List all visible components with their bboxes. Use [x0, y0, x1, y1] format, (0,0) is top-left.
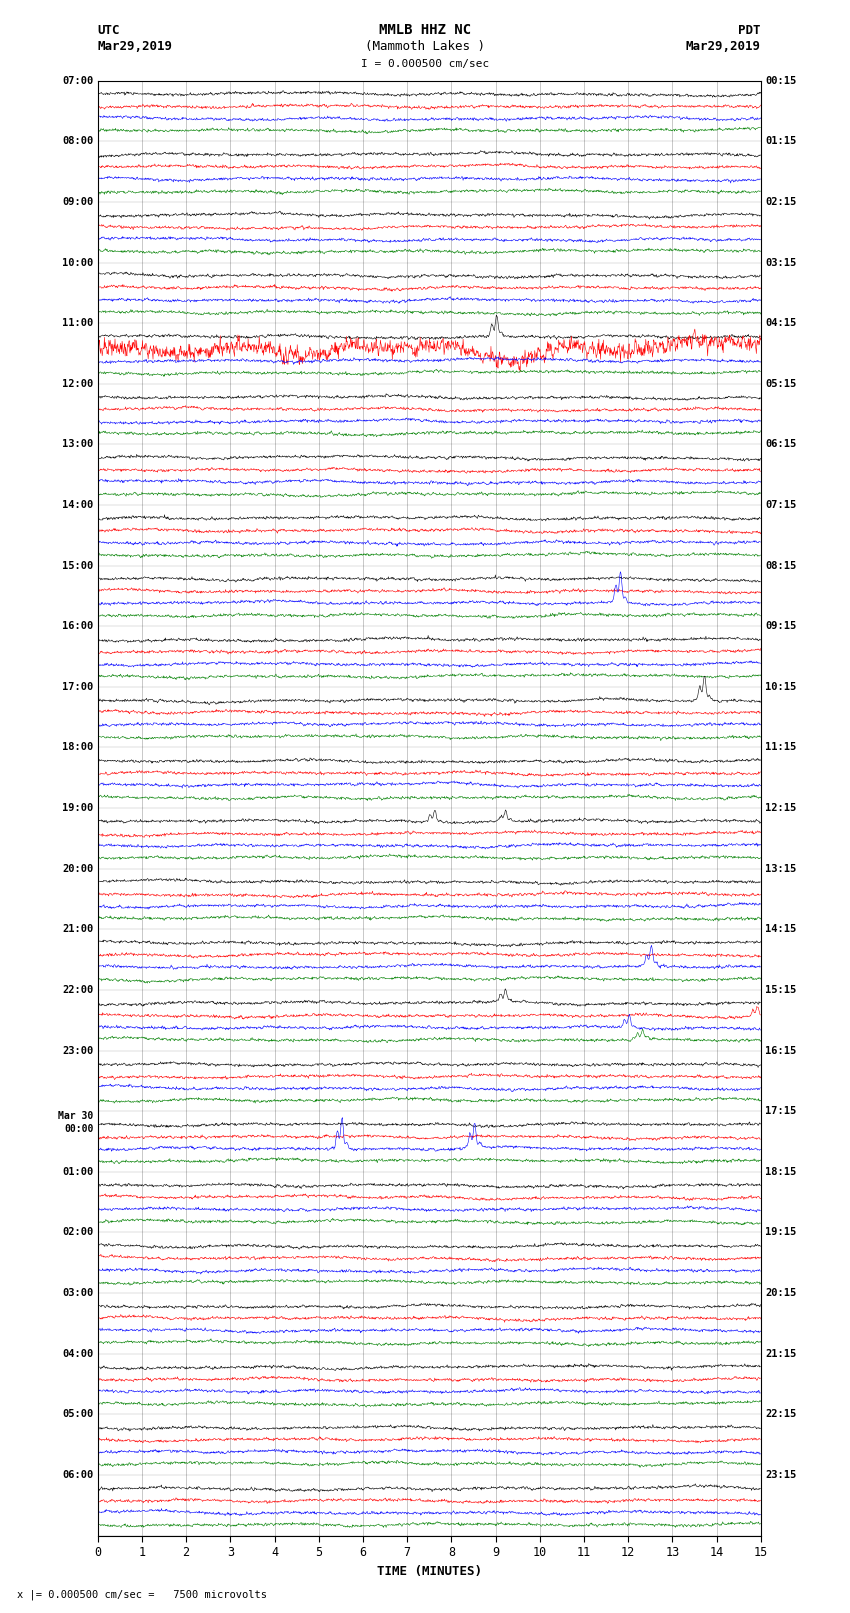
Text: 04:15: 04:15	[765, 318, 796, 327]
Text: 12:15: 12:15	[765, 803, 796, 813]
Text: 23:15: 23:15	[765, 1469, 796, 1481]
Text: I = 0.000500 cm/sec: I = 0.000500 cm/sec	[361, 60, 489, 69]
Text: 07:00: 07:00	[62, 76, 94, 85]
Text: 14:00: 14:00	[62, 500, 94, 510]
Text: 10:15: 10:15	[765, 682, 796, 692]
Text: 18:00: 18:00	[62, 742, 94, 753]
Text: 19:00: 19:00	[62, 803, 94, 813]
Text: 09:15: 09:15	[765, 621, 796, 631]
Text: UTC: UTC	[98, 24, 120, 37]
Text: PDT: PDT	[739, 24, 761, 37]
Text: 11:00: 11:00	[62, 318, 94, 327]
Text: 19:15: 19:15	[765, 1227, 796, 1237]
Text: 06:15: 06:15	[765, 439, 796, 450]
Text: MMLB HHZ NC: MMLB HHZ NC	[379, 23, 471, 37]
Text: 08:00: 08:00	[62, 135, 94, 147]
X-axis label: TIME (MINUTES): TIME (MINUTES)	[377, 1565, 482, 1578]
Text: 22:00: 22:00	[62, 986, 94, 995]
Text: 21:15: 21:15	[765, 1348, 796, 1358]
Text: 05:15: 05:15	[765, 379, 796, 389]
Text: 14:15: 14:15	[765, 924, 796, 934]
Text: 01:15: 01:15	[765, 135, 796, 147]
Text: 12:00: 12:00	[62, 379, 94, 389]
Text: 09:00: 09:00	[62, 197, 94, 206]
Text: 02:15: 02:15	[765, 197, 796, 206]
Text: 13:15: 13:15	[765, 863, 796, 874]
Text: 00:15: 00:15	[765, 76, 796, 85]
Text: Mar29,2019: Mar29,2019	[686, 40, 761, 53]
Text: 20:00: 20:00	[62, 863, 94, 874]
Text: 07:15: 07:15	[765, 500, 796, 510]
Text: 16:15: 16:15	[765, 1045, 796, 1055]
Text: 15:00: 15:00	[62, 561, 94, 571]
Text: 02:00: 02:00	[62, 1227, 94, 1237]
Text: 00:00: 00:00	[64, 1124, 94, 1134]
Text: 06:00: 06:00	[62, 1469, 94, 1481]
Text: 03:15: 03:15	[765, 258, 796, 268]
Text: Mar 30: Mar 30	[59, 1111, 94, 1121]
Text: 23:00: 23:00	[62, 1045, 94, 1055]
Text: Mar29,2019: Mar29,2019	[98, 40, 173, 53]
Text: 17:15: 17:15	[765, 1107, 796, 1116]
Text: 17:00: 17:00	[62, 682, 94, 692]
Text: 18:15: 18:15	[765, 1166, 796, 1177]
Text: 10:00: 10:00	[62, 258, 94, 268]
Text: 16:00: 16:00	[62, 621, 94, 631]
Text: 13:00: 13:00	[62, 439, 94, 450]
Text: 22:15: 22:15	[765, 1410, 796, 1419]
Text: 05:00: 05:00	[62, 1410, 94, 1419]
Text: 03:00: 03:00	[62, 1289, 94, 1298]
Text: x |= 0.000500 cm/sec =   7500 microvolts: x |= 0.000500 cm/sec = 7500 microvolts	[17, 1589, 267, 1600]
Text: 04:00: 04:00	[62, 1348, 94, 1358]
Text: (Mammoth Lakes ): (Mammoth Lakes )	[365, 40, 485, 53]
Text: 15:15: 15:15	[765, 986, 796, 995]
Text: 21:00: 21:00	[62, 924, 94, 934]
Text: 11:15: 11:15	[765, 742, 796, 753]
Text: 01:00: 01:00	[62, 1166, 94, 1177]
Text: 20:15: 20:15	[765, 1289, 796, 1298]
Text: 08:15: 08:15	[765, 561, 796, 571]
